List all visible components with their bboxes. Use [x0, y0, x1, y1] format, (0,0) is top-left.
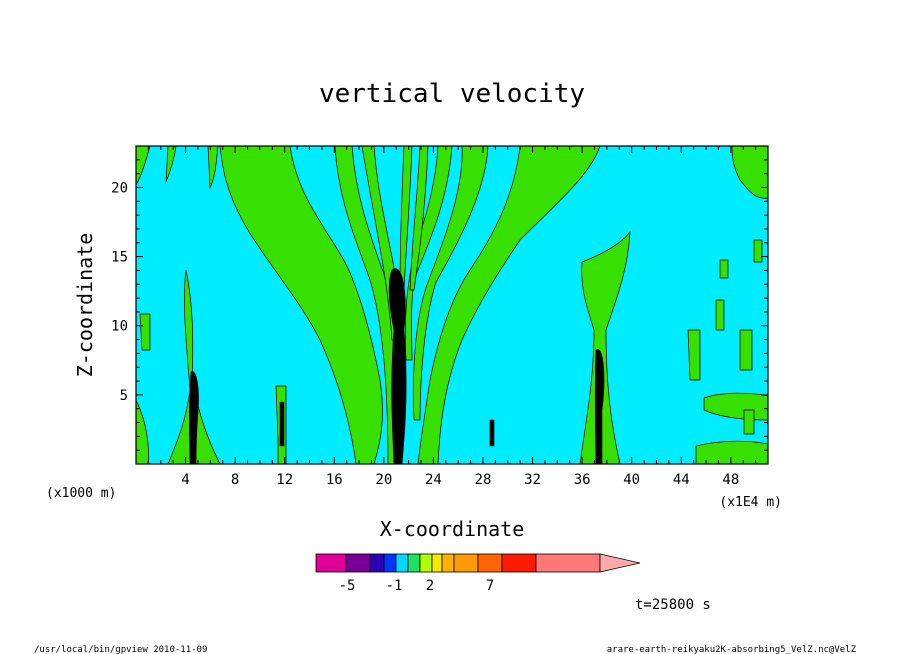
colorbar-extension	[599, 553, 641, 573]
colorbar-tick-label: 2	[426, 578, 434, 594]
x-tick-label: 24	[425, 472, 442, 488]
upward-velocity-region	[361, 145, 397, 341]
y-tick-label: 20	[111, 180, 128, 196]
y-axis-ticks: 5 10 15 20	[111, 159, 768, 451]
upward-velocity-region	[743, 409, 755, 435]
strong-velocity-core	[489, 419, 495, 447]
x-tick-label: 20	[375, 472, 392, 488]
x-tick-label: 4	[181, 472, 189, 488]
colorbar-swatch	[477, 553, 503, 573]
colorbar	[315, 553, 641, 573]
y-tick-label: 5	[120, 388, 128, 404]
strong-velocity-core	[279, 401, 285, 447]
upward-velocity-region	[715, 299, 725, 331]
colorbar-swatch	[453, 553, 479, 573]
colorbar-swatch	[315, 553, 347, 573]
colorbar-tick-label: -1	[386, 578, 403, 594]
x-axis-ticks: 4 8 12 16 20 24 28 32 36 40 44 48	[147, 146, 757, 488]
colorbar-tick-label: 7	[486, 578, 494, 594]
x-axis-label: X-coordinate	[380, 517, 525, 541]
x-tick-label: 48	[722, 472, 739, 488]
upward-velocity-region	[404, 145, 453, 361]
upward-velocity-region	[413, 145, 489, 421]
colorbar-swatch	[431, 553, 443, 573]
colorbar-labels: -5 -1 2 7	[339, 578, 495, 594]
y-tick-label: 15	[111, 250, 128, 266]
colorbar-swatch	[369, 553, 385, 573]
y-tick-label: 10	[111, 319, 128, 335]
x-tick-label: 32	[524, 472, 541, 488]
x-tick-label: 28	[475, 472, 492, 488]
colorbar-swatch	[395, 553, 409, 573]
upward-velocity-region	[739, 329, 753, 371]
upward-velocity-region	[731, 145, 769, 199]
upward-velocity-region	[687, 329, 701, 381]
plot-frame	[135, 145, 769, 465]
upward-velocity-region	[753, 239, 763, 263]
strong-velocity-core	[594, 349, 605, 465]
x-tick-label: 44	[673, 472, 690, 488]
colorbar-swatch	[535, 553, 601, 573]
x-tick-label: 36	[574, 472, 591, 488]
colorbar-swatch	[441, 553, 455, 573]
colorbar-swatch	[345, 553, 371, 573]
chart-title: vertical velocity	[319, 79, 585, 109]
strong-velocity-core	[189, 371, 199, 465]
x-tick-label: 16	[326, 472, 343, 488]
y-axis-label: Z-coordinate	[73, 233, 97, 378]
x-scale-label: (x1E4 m)	[719, 495, 782, 510]
velocity-field	[135, 145, 769, 465]
colorbar-swatch	[501, 553, 537, 573]
colorbar-swatch	[407, 553, 421, 573]
x-tick-label: 40	[623, 472, 640, 488]
upward-velocity-region	[719, 259, 729, 279]
x-tick-label: 8	[231, 472, 239, 488]
footer-right: arare-earth-reikyaku2K-absorbing5_VelZ.n…	[607, 645, 857, 654]
upward-velocity-region	[139, 313, 151, 351]
footer-left: /usr/local/bin/gpview 2010-11-09	[34, 645, 207, 654]
time-label: t=25800 s	[635, 597, 711, 613]
upward-velocity-region	[409, 145, 429, 291]
x-unit-label: (x1000 m)	[46, 486, 116, 501]
colorbar-swatch	[383, 553, 397, 573]
x-tick-label: 12	[276, 472, 293, 488]
upward-velocity-region	[579, 230, 631, 465]
colorbar-swatch	[419, 553, 433, 573]
upward-velocity-region	[695, 440, 769, 465]
colorbar-tick-label: -5	[339, 578, 356, 594]
